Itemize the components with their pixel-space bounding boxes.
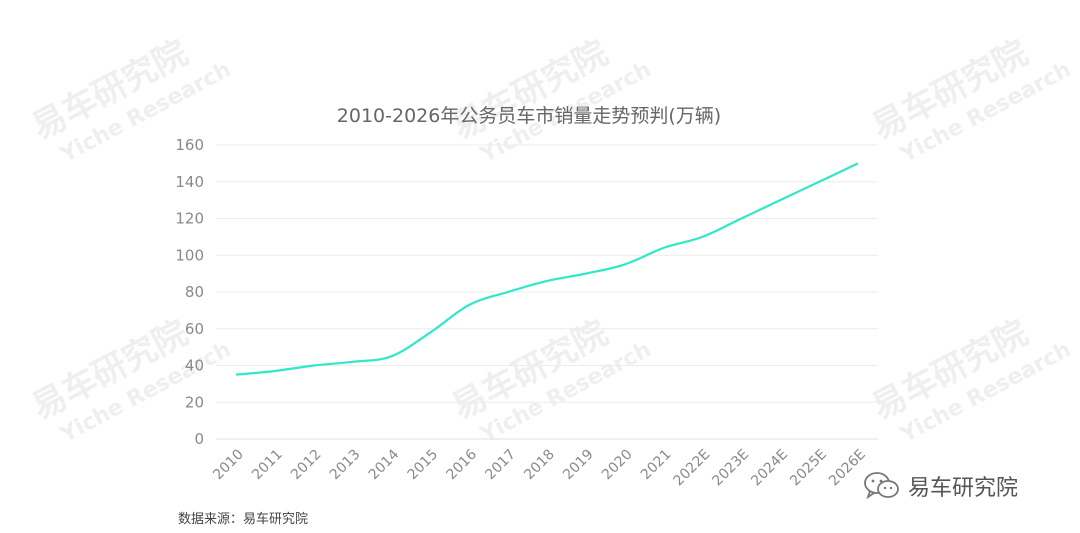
x-axis-ticks: 2010 2011 2012 2013 2014 2015 2016 2017 2018 2019… bbox=[210, 446, 869, 489]
series-line bbox=[235, 162, 859, 376]
y-tick-label: 80 bbox=[185, 283, 204, 301]
x-tick-label: 2017 bbox=[482, 447, 519, 484]
grid-lines bbox=[216, 144, 878, 440]
brand-name: 易车研究院 bbox=[908, 476, 1019, 501]
data-source: 数据来源：易车研究院 bbox=[178, 512, 309, 527]
y-tick-label: 60 bbox=[185, 320, 204, 338]
y-tick-label: 120 bbox=[175, 210, 204, 228]
x-tick-label: 2022E bbox=[671, 447, 714, 490]
x-tick-label: 2023E bbox=[709, 447, 752, 490]
y-axis-ticks: 0 20 40 60 80 100 120 140 160 bbox=[175, 136, 204, 448]
x-tick-label: 2019 bbox=[560, 447, 597, 484]
y-tick-label: 40 bbox=[185, 357, 204, 375]
y-tick-label: 160 bbox=[175, 136, 204, 154]
y-tick-label: 100 bbox=[175, 246, 204, 264]
x-tick-label: 2012 bbox=[288, 447, 325, 484]
x-tick-label: 2010 bbox=[210, 447, 247, 484]
y-tick-label: 0 bbox=[194, 430, 204, 448]
chart-title: 2010-2026年公务员车市销量走势预判(万辆) bbox=[337, 105, 721, 127]
y-tick-label: 20 bbox=[185, 393, 204, 411]
y-tick-label: 140 bbox=[175, 173, 204, 191]
x-tick-label: 2025E bbox=[787, 447, 830, 490]
x-tick-label: 2014 bbox=[366, 446, 403, 483]
x-tick-label: 2021 bbox=[638, 447, 675, 484]
x-tick-label: 2018 bbox=[521, 447, 558, 484]
brand-badge: 易车研究院 bbox=[862, 470, 1018, 502]
x-tick-label: 2024E bbox=[748, 447, 791, 490]
wechat-icon bbox=[864, 472, 899, 500]
x-tick-label: 2015 bbox=[405, 447, 442, 484]
x-tick-label: 2020 bbox=[599, 447, 636, 484]
x-tick-label: 2016 bbox=[444, 446, 481, 483]
x-tick-label: 2011 bbox=[249, 447, 286, 484]
x-tick-label: 2013 bbox=[327, 447, 364, 484]
